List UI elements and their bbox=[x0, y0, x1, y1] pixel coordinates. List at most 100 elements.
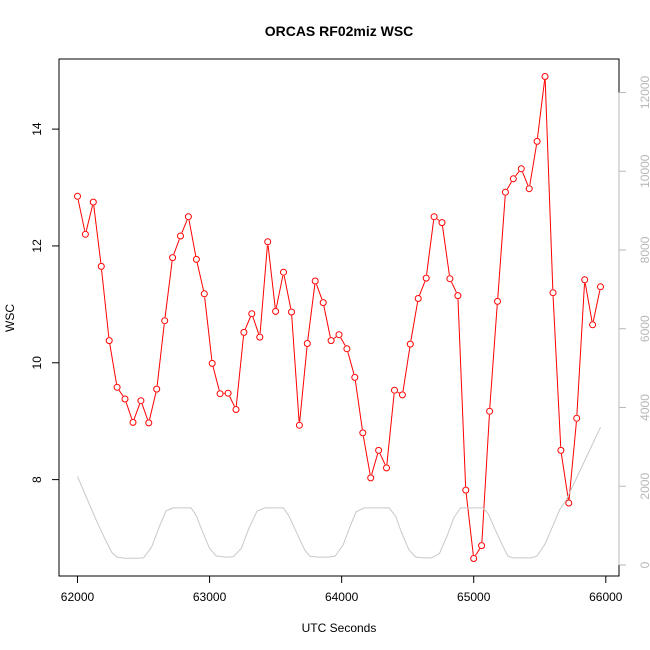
data-point bbox=[335, 331, 343, 339]
series-line-segment bbox=[299, 347, 308, 422]
x-tick-label: 66000 bbox=[589, 590, 623, 604]
series-line-segment bbox=[85, 205, 93, 231]
series-line-segment bbox=[173, 239, 180, 255]
x-tick-label: 65000 bbox=[457, 590, 491, 604]
data-point bbox=[533, 137, 541, 145]
series-line-segment bbox=[544, 80, 554, 290]
data-point bbox=[74, 192, 81, 200]
data-point bbox=[319, 299, 327, 307]
data-point bbox=[581, 276, 589, 284]
series-line-segment bbox=[283, 275, 292, 309]
data-point bbox=[192, 255, 200, 263]
secondary-series bbox=[77, 426, 601, 559]
data-point bbox=[200, 290, 208, 298]
data-point bbox=[351, 373, 359, 381]
data-point bbox=[557, 446, 565, 454]
data-point bbox=[501, 188, 509, 196]
x-tick-label: 62000 bbox=[61, 590, 95, 604]
data-point bbox=[391, 386, 398, 394]
series-line-segment bbox=[133, 403, 141, 420]
series-line bbox=[77, 426, 601, 559]
data-point bbox=[113, 383, 121, 391]
series-line-segment bbox=[316, 284, 323, 300]
series-line-segment bbox=[259, 245, 268, 334]
series-line-segment bbox=[506, 181, 512, 190]
series-line-segment bbox=[347, 352, 355, 375]
data-point bbox=[145, 419, 153, 427]
series-line-segment bbox=[529, 144, 537, 186]
data-point bbox=[256, 333, 264, 341]
data-point bbox=[573, 414, 581, 422]
data-point bbox=[327, 337, 335, 345]
series-line-segment bbox=[77, 199, 86, 231]
data-point bbox=[81, 230, 89, 238]
series-line-segment bbox=[465, 493, 474, 555]
series-line-segment bbox=[204, 297, 213, 360]
series-line-segment bbox=[537, 80, 546, 138]
series-line-segment bbox=[333, 336, 337, 339]
primary-series bbox=[74, 73, 604, 562]
series-line-segment bbox=[457, 299, 467, 487]
y-tick-label: 10 bbox=[30, 356, 44, 370]
data-point bbox=[208, 359, 216, 367]
y2-tick-label: 4000 bbox=[638, 394, 650, 421]
data-point bbox=[216, 390, 224, 398]
data-point bbox=[517, 165, 525, 173]
data-point bbox=[161, 317, 169, 325]
data-point bbox=[383, 464, 390, 472]
series-line-segment bbox=[489, 304, 498, 408]
data-point bbox=[597, 283, 604, 291]
series-line-segment bbox=[576, 283, 585, 415]
data-point bbox=[398, 391, 406, 399]
x-axis: 62000 63000 64000 65000 66000 bbox=[61, 575, 623, 604]
data-point bbox=[105, 337, 113, 345]
series-line-segment bbox=[323, 305, 331, 338]
data-point bbox=[414, 295, 422, 302]
data-point bbox=[169, 254, 177, 262]
series-line-segment bbox=[93, 205, 102, 263]
data-point bbox=[343, 345, 351, 353]
data-point bbox=[446, 275, 454, 283]
x-tick-label: 64000 bbox=[325, 590, 359, 604]
y-tick-label: 12 bbox=[30, 239, 44, 253]
series-line-segment bbox=[481, 414, 490, 543]
data-point bbox=[509, 175, 517, 183]
series-line-segment bbox=[196, 262, 204, 291]
data-point bbox=[89, 198, 97, 206]
series-line-segment bbox=[244, 316, 251, 330]
data-point bbox=[589, 321, 597, 329]
plot-frame bbox=[58, 58, 620, 577]
series-line-segment bbox=[522, 172, 529, 186]
series-line-segment bbox=[451, 281, 457, 293]
series-line-segment bbox=[267, 245, 276, 308]
data-point bbox=[288, 308, 295, 316]
series-line-segment bbox=[188, 220, 197, 256]
series-line-segment bbox=[252, 316, 260, 334]
y2-tick-label: 8000 bbox=[638, 236, 650, 263]
series-line-segment bbox=[386, 393, 395, 465]
data-point bbox=[494, 297, 501, 305]
series-line-segment bbox=[397, 391, 400, 394]
data-point bbox=[97, 262, 105, 270]
series-line-segment bbox=[402, 347, 411, 392]
x-axis-label: UTC Seconds bbox=[302, 621, 377, 635]
data-point bbox=[232, 406, 240, 413]
data-point bbox=[565, 499, 573, 507]
y-axis-right: 0 2000 4000 6000 8000 10000 12000 bbox=[618, 75, 650, 568]
data-point bbox=[478, 542, 486, 550]
data-point bbox=[430, 213, 438, 221]
series-line-segment bbox=[379, 453, 386, 465]
series-line-segment bbox=[118, 390, 124, 397]
series-line-segment bbox=[181, 219, 188, 233]
series-line-segment bbox=[340, 337, 346, 346]
data-point bbox=[525, 185, 533, 193]
series-line-segment bbox=[125, 402, 133, 420]
y2-tick-label: 6000 bbox=[638, 315, 650, 342]
y-tick-label: 8 bbox=[30, 476, 44, 483]
data-point bbox=[248, 310, 256, 318]
series-line-segment bbox=[235, 335, 244, 406]
series-layer bbox=[74, 73, 604, 562]
data-point bbox=[121, 395, 129, 403]
data-point bbox=[137, 397, 145, 405]
series-line-segment bbox=[164, 261, 173, 318]
